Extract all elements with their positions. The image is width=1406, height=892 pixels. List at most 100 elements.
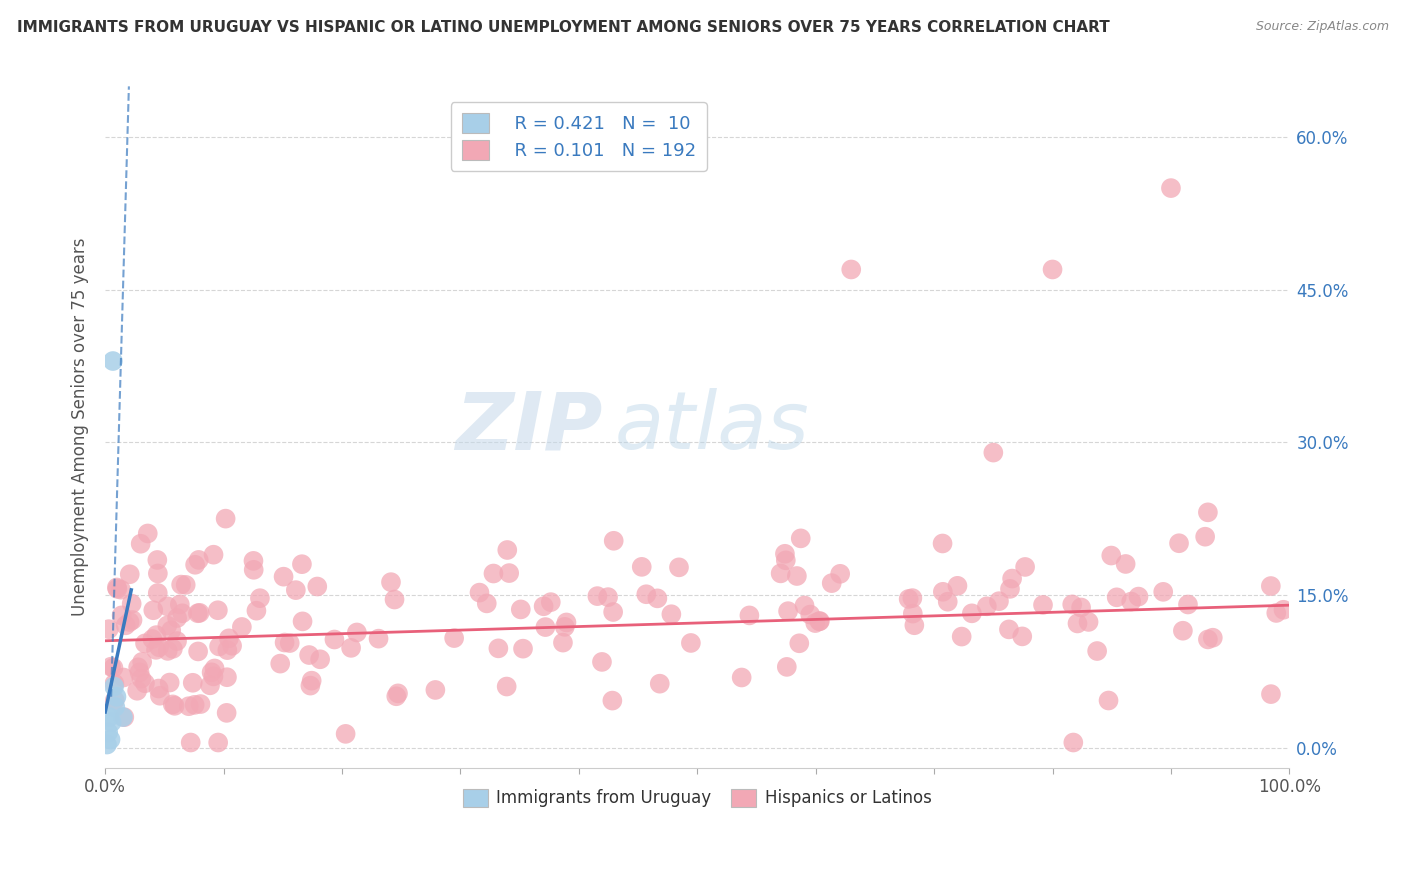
Point — [1197, 505, 1219, 519]
Point — [146, 586, 169, 600]
Point — [648, 676, 671, 690]
Point — [1062, 735, 1084, 749]
Point — [162, 641, 184, 656]
Point — [284, 583, 307, 598]
Point — [778, 604, 800, 618]
Point — [105, 582, 128, 596]
Point — [160, 624, 183, 638]
Point — [118, 567, 141, 582]
Point — [245, 604, 267, 618]
Point — [551, 635, 574, 649]
Point — [188, 606, 211, 620]
Point — [134, 676, 156, 690]
Point — [136, 526, 159, 541]
Point — [596, 590, 619, 604]
Point — [97, 622, 120, 636]
Point — [496, 543, 519, 558]
Point — [307, 580, 329, 594]
Point — [1128, 590, 1150, 604]
Point — [1197, 632, 1219, 647]
Point — [1260, 579, 1282, 593]
Point — [1168, 536, 1191, 550]
Point — [127, 660, 149, 674]
Point — [1085, 644, 1108, 658]
Point — [104, 699, 127, 714]
Point — [100, 659, 122, 673]
Point — [903, 618, 925, 632]
Point — [249, 591, 271, 606]
Point — [159, 675, 181, 690]
Point — [533, 599, 555, 614]
Point — [786, 569, 808, 583]
Point — [169, 598, 191, 612]
Point — [932, 584, 955, 599]
Text: Source: ZipAtlas.com: Source: ZipAtlas.com — [1256, 20, 1389, 33]
Point — [790, 532, 813, 546]
Point — [1097, 693, 1119, 707]
Point — [335, 727, 357, 741]
Point — [214, 511, 236, 525]
Point — [242, 563, 264, 577]
Point — [323, 632, 346, 647]
Point — [180, 735, 202, 749]
Point — [162, 698, 184, 712]
Point — [555, 615, 578, 630]
Point — [174, 578, 197, 592]
Point — [1115, 557, 1137, 571]
Point — [340, 640, 363, 655]
Point — [217, 643, 239, 657]
Point — [148, 681, 170, 696]
Point — [100, 732, 122, 747]
Point — [793, 599, 815, 613]
Point — [100, 715, 122, 730]
Point — [1014, 560, 1036, 574]
Point — [385, 690, 408, 704]
Point — [475, 596, 498, 610]
Point — [156, 618, 179, 632]
Point — [1265, 606, 1288, 620]
Point — [661, 607, 683, 622]
Point — [184, 558, 207, 572]
Point — [121, 613, 143, 627]
Point — [602, 605, 624, 619]
Point — [443, 631, 465, 645]
Point — [163, 698, 186, 713]
Point — [128, 665, 150, 680]
Point — [1070, 600, 1092, 615]
Text: IMMIGRANTS FROM URUGUAY VS HISPANIC OR LATINO UNEMPLOYMENT AMONG SENIORS OVER 75: IMMIGRANTS FROM URUGUAY VS HISPANIC OR L… — [17, 20, 1109, 35]
Point — [1171, 624, 1194, 638]
Point — [495, 680, 517, 694]
Point — [172, 607, 194, 621]
Point — [187, 644, 209, 658]
Point — [146, 566, 169, 581]
Point — [830, 566, 852, 581]
Point — [554, 620, 576, 634]
Point — [367, 632, 389, 646]
Point — [1077, 615, 1099, 629]
Point — [103, 680, 125, 694]
Point — [301, 673, 323, 688]
Point — [98, 710, 121, 724]
Point — [988, 594, 1011, 608]
Point — [380, 575, 402, 590]
Point — [183, 698, 205, 712]
Point — [1152, 584, 1174, 599]
Point — [804, 616, 827, 631]
Point — [114, 618, 136, 632]
Point — [591, 655, 613, 669]
Point — [242, 554, 264, 568]
Point — [1066, 616, 1088, 631]
Point — [976, 599, 998, 614]
Point — [821, 576, 844, 591]
Y-axis label: Unemployment Among Seniors over 75 years: Unemployment Among Seniors over 75 years — [72, 238, 89, 616]
Point — [97, 725, 120, 739]
Point — [202, 548, 225, 562]
Point — [425, 682, 447, 697]
Point — [540, 595, 562, 609]
Point — [630, 559, 652, 574]
Point — [148, 640, 170, 655]
Point — [273, 635, 295, 649]
Point — [198, 678, 221, 692]
Point — [1032, 598, 1054, 612]
Point — [897, 591, 920, 606]
